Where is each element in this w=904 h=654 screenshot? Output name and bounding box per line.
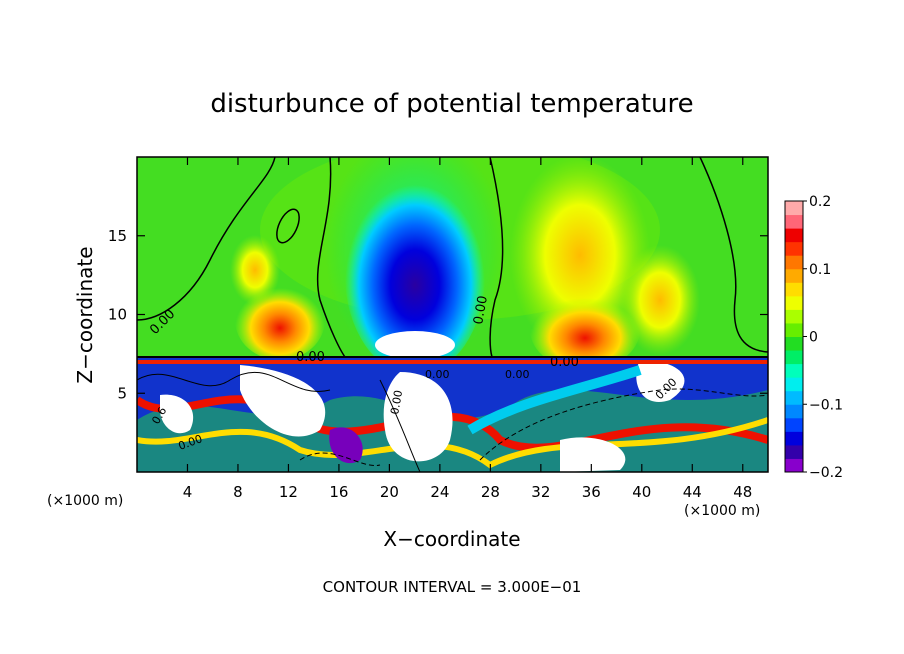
x-unit-left: (×1000 m) — [47, 493, 123, 509]
x-tick-label: 8 — [233, 483, 243, 501]
colorbar-tick-label: −0.2 — [809, 465, 843, 481]
white-cap — [375, 331, 455, 359]
colorbar-segment — [785, 214, 803, 229]
contour-lower-1 — [137, 371, 331, 392]
colorbar-segment — [785, 322, 803, 337]
y-tick-label: 10 — [108, 306, 127, 324]
lower-white-patch-1 — [240, 365, 326, 437]
contour-zero-plume-left — [316, 157, 346, 358]
colorbar-segment — [785, 350, 803, 365]
y-tick-label: 15 — [108, 227, 127, 245]
colorbar-segment — [785, 268, 803, 283]
x-unit-right: (×1000 m) — [684, 503, 760, 519]
footer-contour-interval: CONTOUR INTERVAL = 3.000E−01 — [323, 578, 582, 596]
lower-purple-patch — [329, 427, 363, 464]
x-tick-label: 36 — [582, 483, 601, 501]
colorbar-segment — [785, 336, 803, 351]
colorbar-segment — [785, 295, 803, 310]
contour-label: 0.00 — [388, 389, 405, 415]
cold-plume — [345, 175, 485, 375]
y-axis: 5 10 15 — [108, 227, 768, 402]
colorbar-segment — [785, 431, 803, 446]
contour-zero-plume-right — [489, 157, 504, 358]
x-axis: 4 8 12 16 20 24 28 32 36 40 44 48 — [183, 157, 752, 501]
x-tick-label: 40 — [632, 483, 651, 501]
colorbar-segment — [785, 417, 803, 432]
colorbar-segment — [785, 201, 803, 216]
contour-small-loop — [276, 208, 300, 244]
colorbar-segment — [785, 377, 803, 392]
yellow-spot-left-top — [230, 235, 280, 305]
x-tick-label: 44 — [683, 483, 702, 501]
contour-label: 0.00 — [296, 350, 325, 365]
warm-spot-right — [530, 290, 640, 370]
colorbar: 0.2 0.1 0 −0.1 −0.2 — [784, 194, 843, 481]
lower-white-patch-2 — [383, 372, 453, 462]
colorbar-tick-label: 0 — [809, 330, 818, 346]
contour-label: 0.00 — [425, 368, 450, 381]
lower-white-patch-5 — [560, 437, 626, 472]
colorbar-tick-label: 0.1 — [809, 262, 831, 278]
x-tick-label: 12 — [279, 483, 298, 501]
x-tick-label: 20 — [380, 483, 399, 501]
yellow-band-right-2 — [620, 245, 700, 355]
plot-area — [137, 157, 768, 472]
colorbar-segment — [785, 390, 803, 405]
contour-lower-4 — [299, 452, 381, 467]
contour-label: 0.00 — [471, 295, 491, 326]
colorbar-segment — [785, 241, 803, 256]
contour-zero-right — [699, 157, 768, 353]
x-tick-label: 28 — [481, 483, 500, 501]
lower-cyan-streak — [467, 365, 642, 435]
colorbar-tick-label: −0.1 — [809, 397, 843, 413]
colorbar-segment — [785, 228, 803, 243]
contour-label: 0.00 — [550, 355, 579, 370]
x-tick-label: 16 — [329, 483, 348, 501]
contour-zero-left — [137, 157, 276, 321]
lower-white-patch-3 — [160, 394, 194, 434]
colorbar-segment — [785, 309, 803, 324]
x-axis-label: X−coordinate — [383, 527, 520, 551]
colorbar-segment — [785, 363, 803, 378]
x-tick-label: 24 — [430, 483, 449, 501]
x-tick-label: 4 — [183, 483, 193, 501]
y-axis-label: Z−coordinate — [73, 246, 97, 383]
colorbar-tick-label: 0.2 — [809, 194, 831, 210]
chart-title: disturbunce of potential temperature — [210, 89, 693, 119]
x-tick-label: 48 — [733, 483, 752, 501]
y-tick-label: 5 — [117, 384, 127, 402]
contour-label: 0.00 — [505, 368, 530, 381]
colorbar-segment — [785, 404, 803, 419]
colorbar-segment — [785, 282, 803, 297]
colorbar-segment — [785, 255, 803, 270]
colorbar-segment — [785, 444, 803, 459]
x-tick-label: 32 — [531, 483, 550, 501]
colorbar-segment — [785, 458, 803, 473]
contour-lower-2 — [379, 379, 421, 472]
